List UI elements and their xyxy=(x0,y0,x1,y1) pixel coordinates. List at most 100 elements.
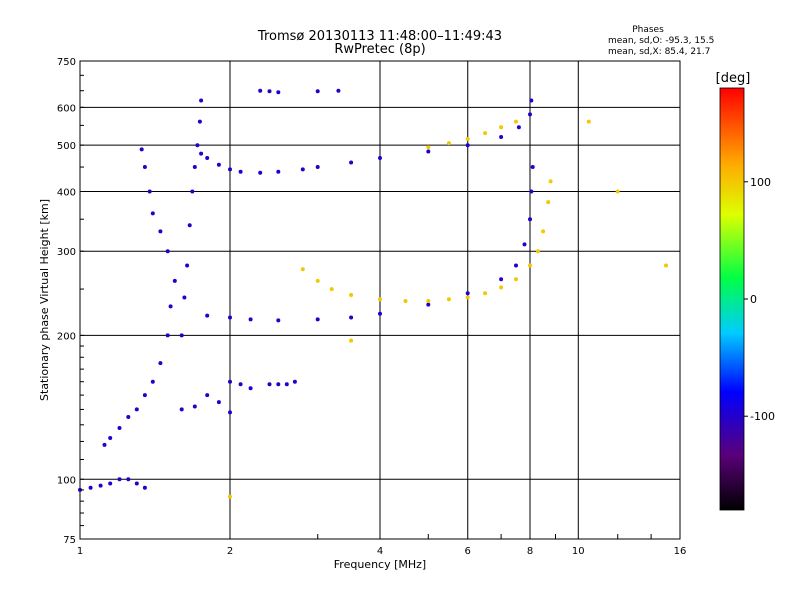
data-point xyxy=(158,229,163,234)
data-point xyxy=(514,119,518,124)
data-point xyxy=(205,313,210,318)
data-point xyxy=(197,119,202,124)
data-point xyxy=(446,141,451,146)
data-point xyxy=(499,277,504,282)
data-point xyxy=(172,278,177,283)
data-point xyxy=(165,249,170,254)
x-tick-label: 8 xyxy=(527,546,533,557)
data-point xyxy=(199,98,204,103)
data-point xyxy=(483,291,488,296)
series-6 xyxy=(426,119,518,150)
data-point xyxy=(199,151,204,156)
data-point xyxy=(192,404,197,409)
y-tick-label: 75 xyxy=(63,535,76,546)
chart-title: Tromsø 20130113 11:48:00–11:49:43 xyxy=(257,29,502,44)
data-point xyxy=(182,295,187,300)
colorbar xyxy=(719,87,745,511)
data-point xyxy=(228,167,232,172)
data-point xyxy=(134,481,139,486)
colorbar-ticks: 100 0 -100 xyxy=(744,176,775,423)
data-point xyxy=(139,147,144,152)
data-point xyxy=(465,295,470,300)
data-point xyxy=(329,287,334,292)
data-point xyxy=(615,189,620,194)
x-tick-label: 2 xyxy=(227,546,233,557)
data-point xyxy=(349,160,354,165)
data-point xyxy=(216,400,221,405)
series-7 xyxy=(228,379,297,391)
data-point xyxy=(134,407,139,412)
data-point xyxy=(315,317,320,322)
data-point xyxy=(528,217,532,222)
data-point xyxy=(528,112,532,117)
colorbar-tick-label: 100 xyxy=(750,176,771,189)
series-8 xyxy=(179,393,232,415)
data-point xyxy=(238,382,243,387)
y-tick-label: 600 xyxy=(57,103,76,114)
data-point xyxy=(499,135,504,139)
colorbar-label: [deg] xyxy=(716,71,751,86)
data-point xyxy=(216,162,221,167)
series-1 xyxy=(102,147,177,447)
colorbar-tick-label: -100 xyxy=(750,410,775,423)
data-point xyxy=(205,393,210,398)
data-point xyxy=(499,125,504,130)
data-point xyxy=(192,165,197,169)
data-point xyxy=(205,156,210,160)
data-point xyxy=(426,145,431,150)
data-point xyxy=(228,410,232,415)
data-point xyxy=(276,382,281,387)
series-9 xyxy=(258,88,341,95)
data-point xyxy=(514,277,518,282)
phase-stats-heading: Phases xyxy=(632,25,664,35)
data-point xyxy=(292,379,297,384)
x-axis-ticks: 1 2 4 6 8 10 16 xyxy=(77,534,686,557)
phase-stats-x: mean, sd,X: 85.4, 21.7 xyxy=(608,47,710,57)
data-point xyxy=(228,315,232,320)
data-point xyxy=(88,485,93,490)
data-point xyxy=(548,179,553,184)
data-point xyxy=(349,338,354,343)
y-axis-ticks: 75 100 200 300 400 500 600 750 xyxy=(57,57,84,546)
series-3 xyxy=(199,98,534,175)
data-points xyxy=(78,88,668,499)
data-point xyxy=(530,165,535,169)
data-point xyxy=(108,436,113,440)
data-point xyxy=(284,382,289,387)
data-point xyxy=(499,285,504,290)
data-point xyxy=(98,483,103,488)
data-point xyxy=(349,293,354,297)
series-2 xyxy=(179,98,204,338)
data-point xyxy=(142,165,147,169)
data-point xyxy=(336,88,341,93)
data-point xyxy=(228,494,232,499)
data-point xyxy=(378,156,382,160)
data-point xyxy=(315,278,320,283)
data-point xyxy=(529,189,534,194)
data-point xyxy=(536,249,540,254)
data-point xyxy=(238,169,243,174)
data-point xyxy=(465,143,470,148)
data-point xyxy=(522,242,527,247)
y-tick-label: 200 xyxy=(57,331,76,342)
data-point xyxy=(267,89,272,94)
data-point xyxy=(187,223,192,228)
series-0 xyxy=(78,477,147,492)
data-point xyxy=(446,297,451,302)
data-point xyxy=(483,131,488,136)
data-point xyxy=(528,263,532,268)
data-point xyxy=(378,297,382,302)
data-point xyxy=(465,137,470,141)
data-point xyxy=(276,318,281,323)
data-point xyxy=(179,333,184,338)
series-10 xyxy=(228,119,668,499)
series-5 xyxy=(300,179,553,303)
y-tick-label: 500 xyxy=(57,141,76,152)
data-point xyxy=(300,167,305,172)
data-point xyxy=(168,304,173,309)
data-point xyxy=(276,169,281,174)
data-point xyxy=(426,299,431,303)
data-point xyxy=(248,317,253,322)
data-point xyxy=(300,267,305,272)
data-point xyxy=(102,442,107,447)
